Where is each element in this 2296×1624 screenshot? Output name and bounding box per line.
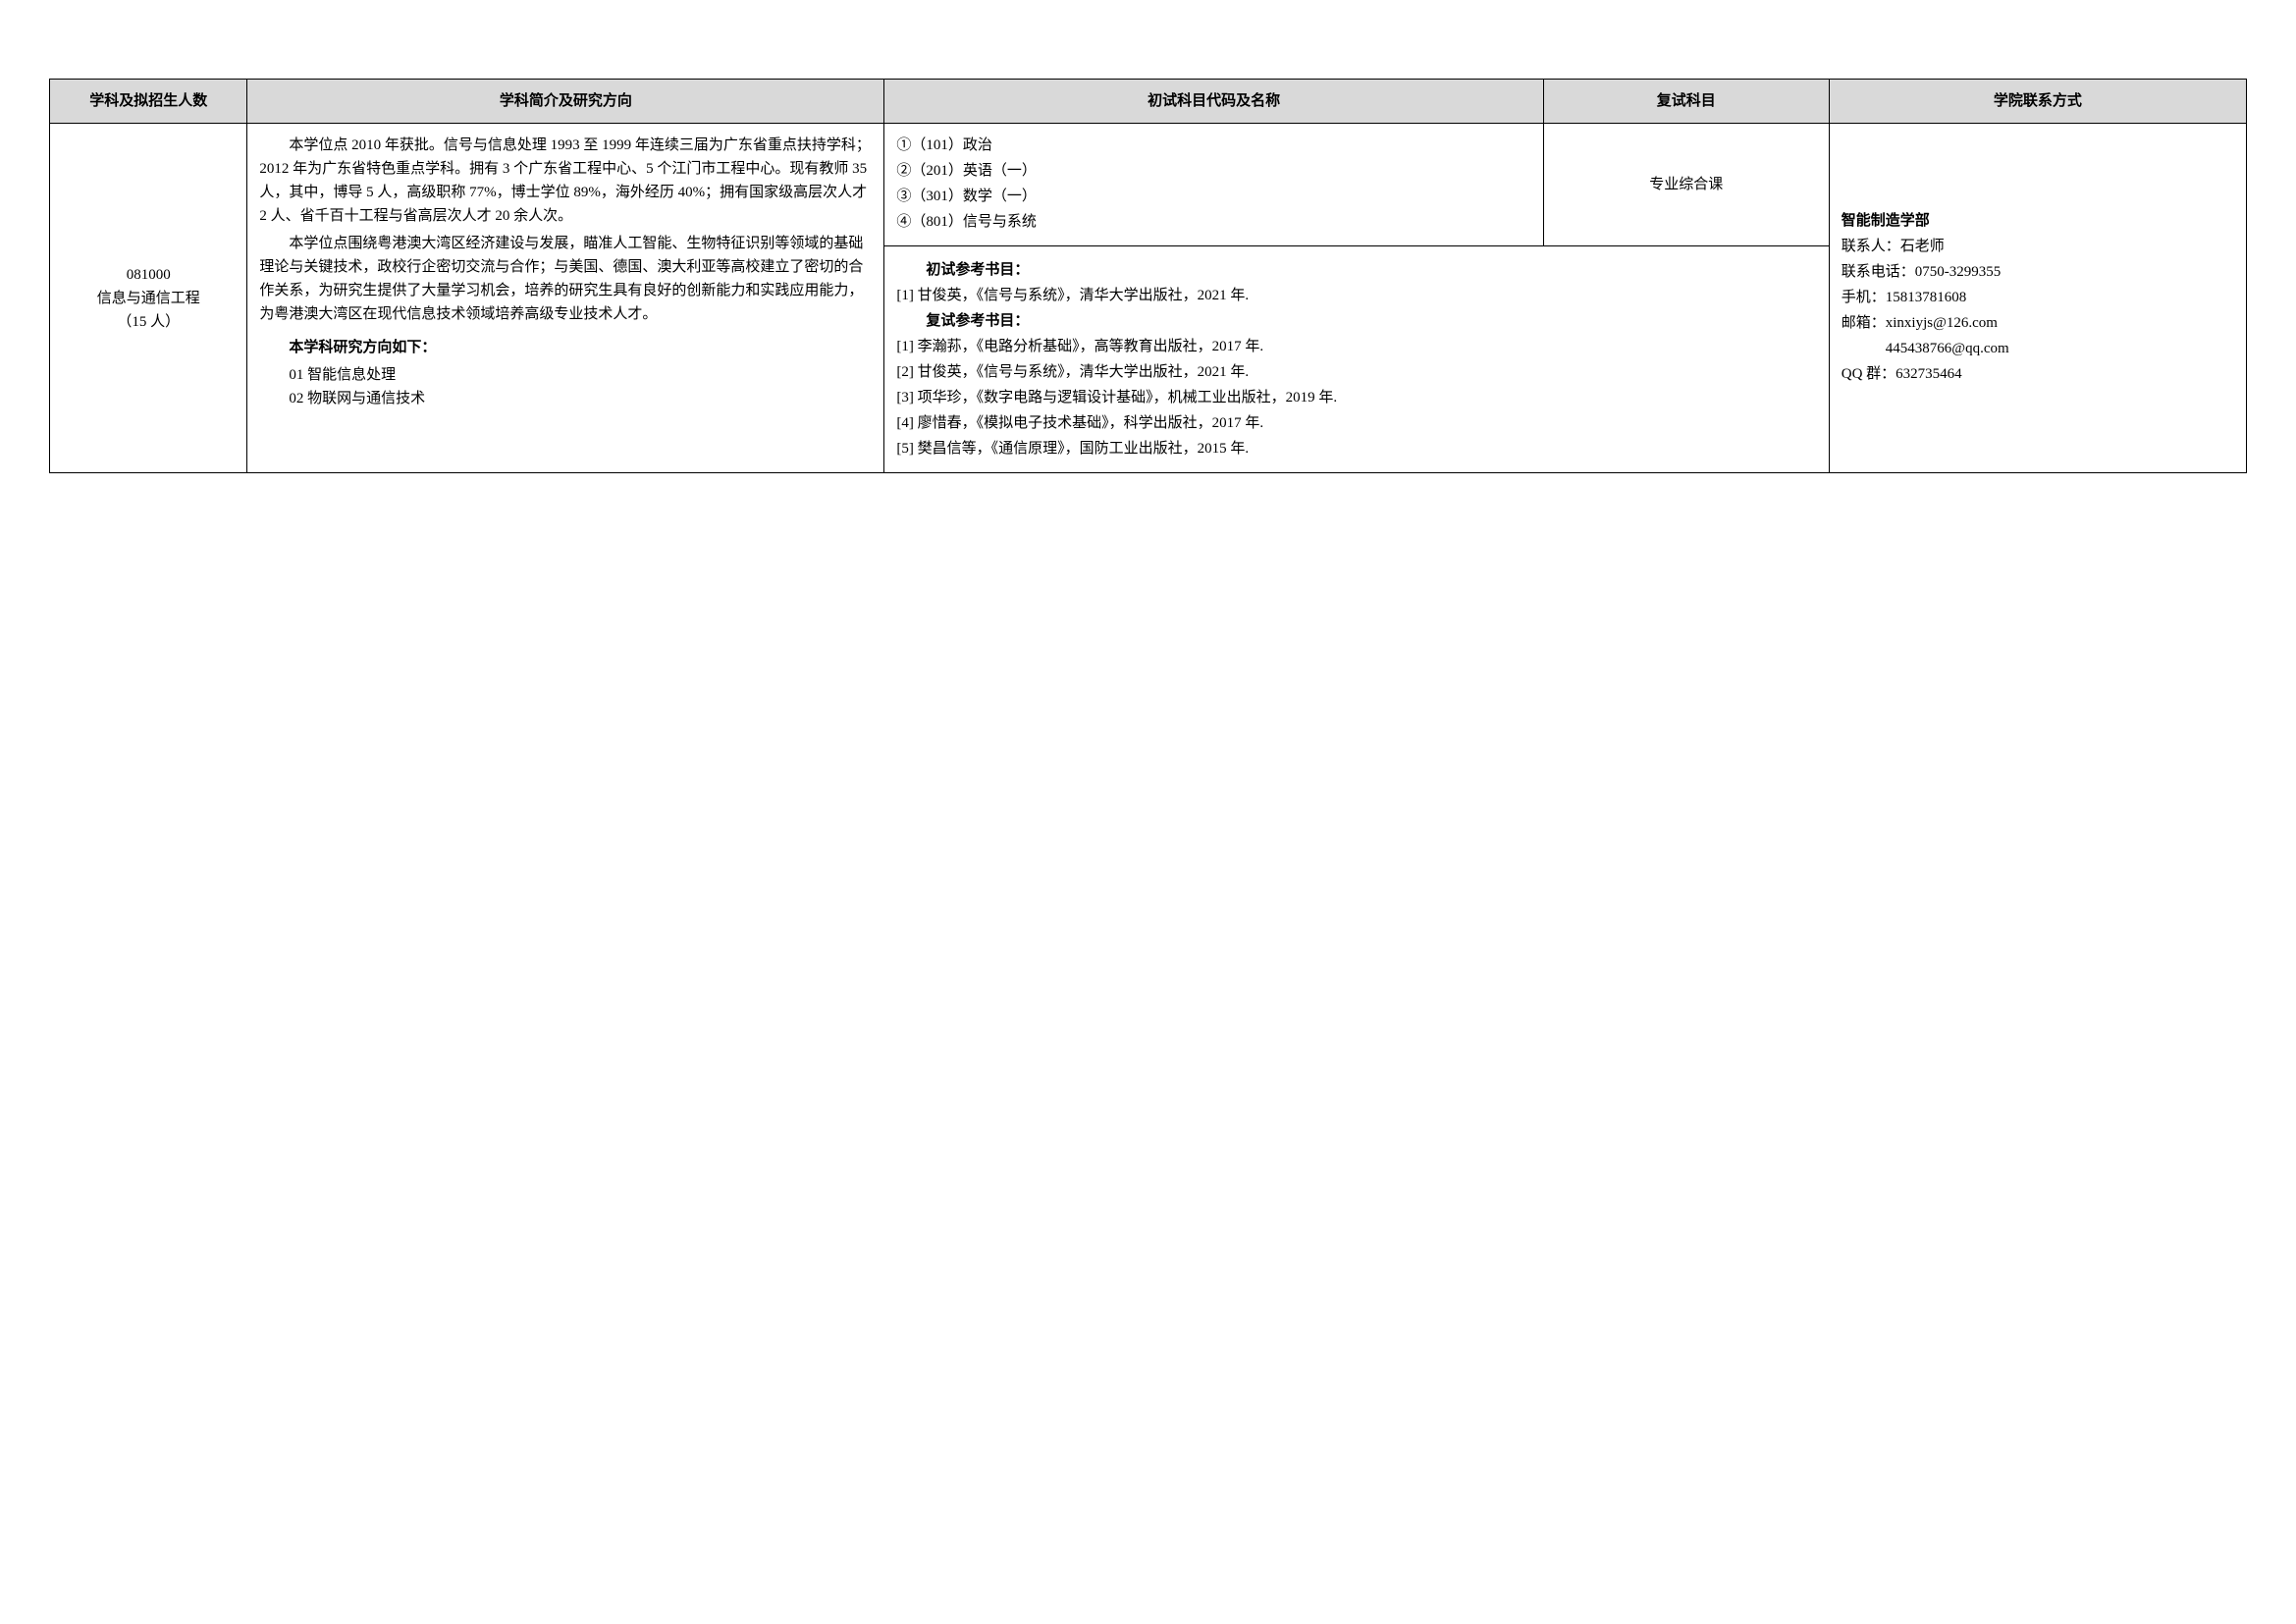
header-intro: 学科简介及研究方向 [247,80,884,124]
direction-1: 01 智能信息处理 [259,363,872,387]
prelim-s1: ①（101）政治 [896,134,1530,157]
header-prelim: 初试科目代码及名称 [884,80,1543,124]
ref-title-retest: 复试参考书目： [896,309,1816,333]
subject-code: 081000 [62,263,235,287]
subject-name: 信息与通信工程 [62,287,235,310]
direction-title: 本学科研究方向如下： [259,336,872,359]
prelim-s4: ④（801）信号与系统 [896,210,1530,234]
ref-item-4: [3] 项华珍，《数字电路与逻辑设计基础》，机械工业出版社，2019 年. [896,386,1816,409]
cell-contact: 智能制造学部 联系人：石老师 联系电话：0750-3299355 手机：1581… [1829,124,2246,473]
cell-intro: 本学位点 2010 年获批。信号与信息处理 1993 至 1999 年连续三届为… [247,124,884,473]
header-row: 学科及拟招生人数 学科简介及研究方向 初试科目代码及名称 复试科目 学院联系方式 [50,80,2247,124]
ref-item-1: [1] 甘俊英，《信号与系统》，清华大学出版社，2021 年. [896,284,1816,307]
header-retest: 复试科目 [1543,80,1829,124]
contact-email2: 445438766@qq.com [1842,337,2234,360]
header-contact: 学院联系方式 [1829,80,2246,124]
ref-item-3: [2] 甘俊英，《信号与系统》，清华大学出版社，2021 年. [896,360,1816,384]
ref-item-5: [4] 廖惜春，《模拟电子技术基础》，科学出版社，2017 年. [896,411,1816,435]
table-row: 081000 信息与通信工程 （15 人） 本学位点 2010 年获批。信号与信… [50,124,2247,246]
contact-dept: 智能制造学部 [1842,209,2234,233]
intro-p2: 本学位点围绕粤港澳大湾区经济建设与发展，瞄准人工智能、生物特征识别等领域的基础理… [259,232,872,326]
contact-mobile: 手机：15813781608 [1842,286,2234,309]
direction-2: 02 物联网与通信技术 [259,387,872,410]
cell-prelim-bottom: 初试参考书目： [1] 甘俊英，《信号与系统》，清华大学出版社，2021 年. … [884,246,1829,473]
contact-email1: 邮箱：xinxiyjs@126.com [1842,311,2234,335]
prelim-s2: ②（201）英语（一） [896,159,1530,183]
ref-title-prelim: 初试参考书目： [896,258,1816,282]
cell-prelim-top: ①（101）政治 ②（201）英语（一） ③（301）数学（一） ④（801）信… [884,124,1543,246]
intro-p1: 本学位点 2010 年获批。信号与信息处理 1993 至 1999 年连续三届为… [259,134,872,228]
header-subject: 学科及拟招生人数 [50,80,247,124]
contact-person: 联系人：石老师 [1842,235,2234,258]
prelim-s3: ③（301）数学（一） [896,185,1530,208]
contact-qq: QQ 群：632735464 [1842,362,2234,386]
subject-quota: （15 人） [62,310,235,334]
cell-retest: 专业综合课 [1543,124,1829,246]
contact-phone: 联系电话：0750-3299355 [1842,260,2234,284]
program-table: 学科及拟招生人数 学科简介及研究方向 初试科目代码及名称 复试科目 学院联系方式… [49,79,2247,473]
cell-subject: 081000 信息与通信工程 （15 人） [50,124,247,473]
ref-item-6: [5] 樊昌信等，《通信原理》，国防工业出版社，2015 年. [896,437,1816,460]
ref-item-2: [1] 李瀚荪，《电路分析基础》，高等教育出版社，2017 年. [896,335,1816,358]
